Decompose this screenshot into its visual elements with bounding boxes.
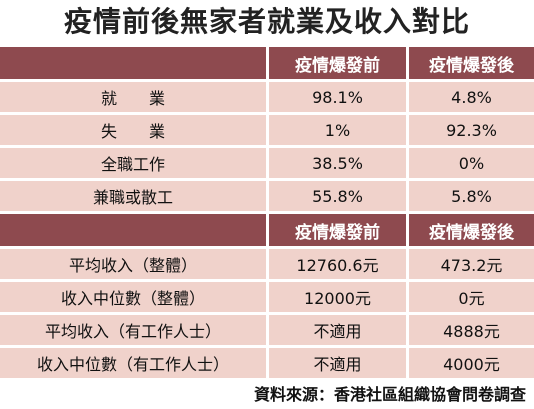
header-blank-cell <box>0 47 269 82</box>
header-before: 疫情爆發前 <box>269 47 409 82</box>
header-blank-cell <box>0 214 269 249</box>
row-before-value: 不適用 <box>269 315 409 348</box>
table-row: 全職工作 38.5% 0% <box>0 148 534 181</box>
row-after-value: 4000元 <box>409 348 534 381</box>
source-note: 資料來源：香港社區組織協會問卷調查 <box>253 385 526 404</box>
row-label: 全職工作 <box>0 148 269 181</box>
table-row: 兼職或散工 55.8% 5.8% <box>0 181 534 214</box>
header-after: 疫情爆發後 <box>409 47 534 82</box>
row-label: 兼職或散工 <box>0 181 269 214</box>
table-row: 失 業 1% 92.3% <box>0 115 534 148</box>
row-after-value: 473.2元 <box>409 249 534 282</box>
row-label: 就 業 <box>0 82 269 115</box>
comparison-table: 疫情爆發前 疫情爆發後 就 業 98.1% 4.8% 失 業 1% 92.3% … <box>0 47 534 381</box>
page-title: 疫情前後無家者就業及收入對比 <box>63 5 470 38</box>
row-before-value: 55.8% <box>269 181 409 214</box>
row-after-value: 5.8% <box>409 181 534 214</box>
row-label: 失 業 <box>0 115 269 148</box>
row-label: 平均收入（有工作人士） <box>0 315 269 348</box>
row-before-value: 12000元 <box>269 282 409 315</box>
row-after-value: 4888元 <box>409 315 534 348</box>
table-row: 平均收入（整體） 12760.6元 473.2元 <box>0 249 534 282</box>
header-before: 疫情爆發前 <box>269 214 409 249</box>
row-label: 收入中位數（整體） <box>0 282 269 315</box>
table-header-employment: 疫情爆發前 疫情爆發後 <box>0 47 534 82</box>
row-after-value: 0元 <box>409 282 534 315</box>
row-label: 收入中位數（有工作人士） <box>0 348 269 381</box>
row-before-value: 12760.6元 <box>269 249 409 282</box>
row-before-value: 98.1% <box>269 82 409 115</box>
header-after: 疫情爆發後 <box>409 214 534 249</box>
row-label: 平均收入（整體） <box>0 249 269 282</box>
row-before-value: 不適用 <box>269 348 409 381</box>
table-row: 收入中位數（整體） 12000元 0元 <box>0 282 534 315</box>
row-before-value: 1% <box>269 115 409 148</box>
row-after-value: 4.8% <box>409 82 534 115</box>
table-row: 就 業 98.1% 4.8% <box>0 82 534 115</box>
table-header-income: 疫情爆發前 疫情爆發後 <box>0 214 534 249</box>
row-after-value: 92.3% <box>409 115 534 148</box>
row-before-value: 38.5% <box>269 148 409 181</box>
table-row: 收入中位數（有工作人士） 不適用 4000元 <box>0 348 534 381</box>
table-row: 平均收入（有工作人士） 不適用 4888元 <box>0 315 534 348</box>
row-after-value: 0% <box>409 148 534 181</box>
